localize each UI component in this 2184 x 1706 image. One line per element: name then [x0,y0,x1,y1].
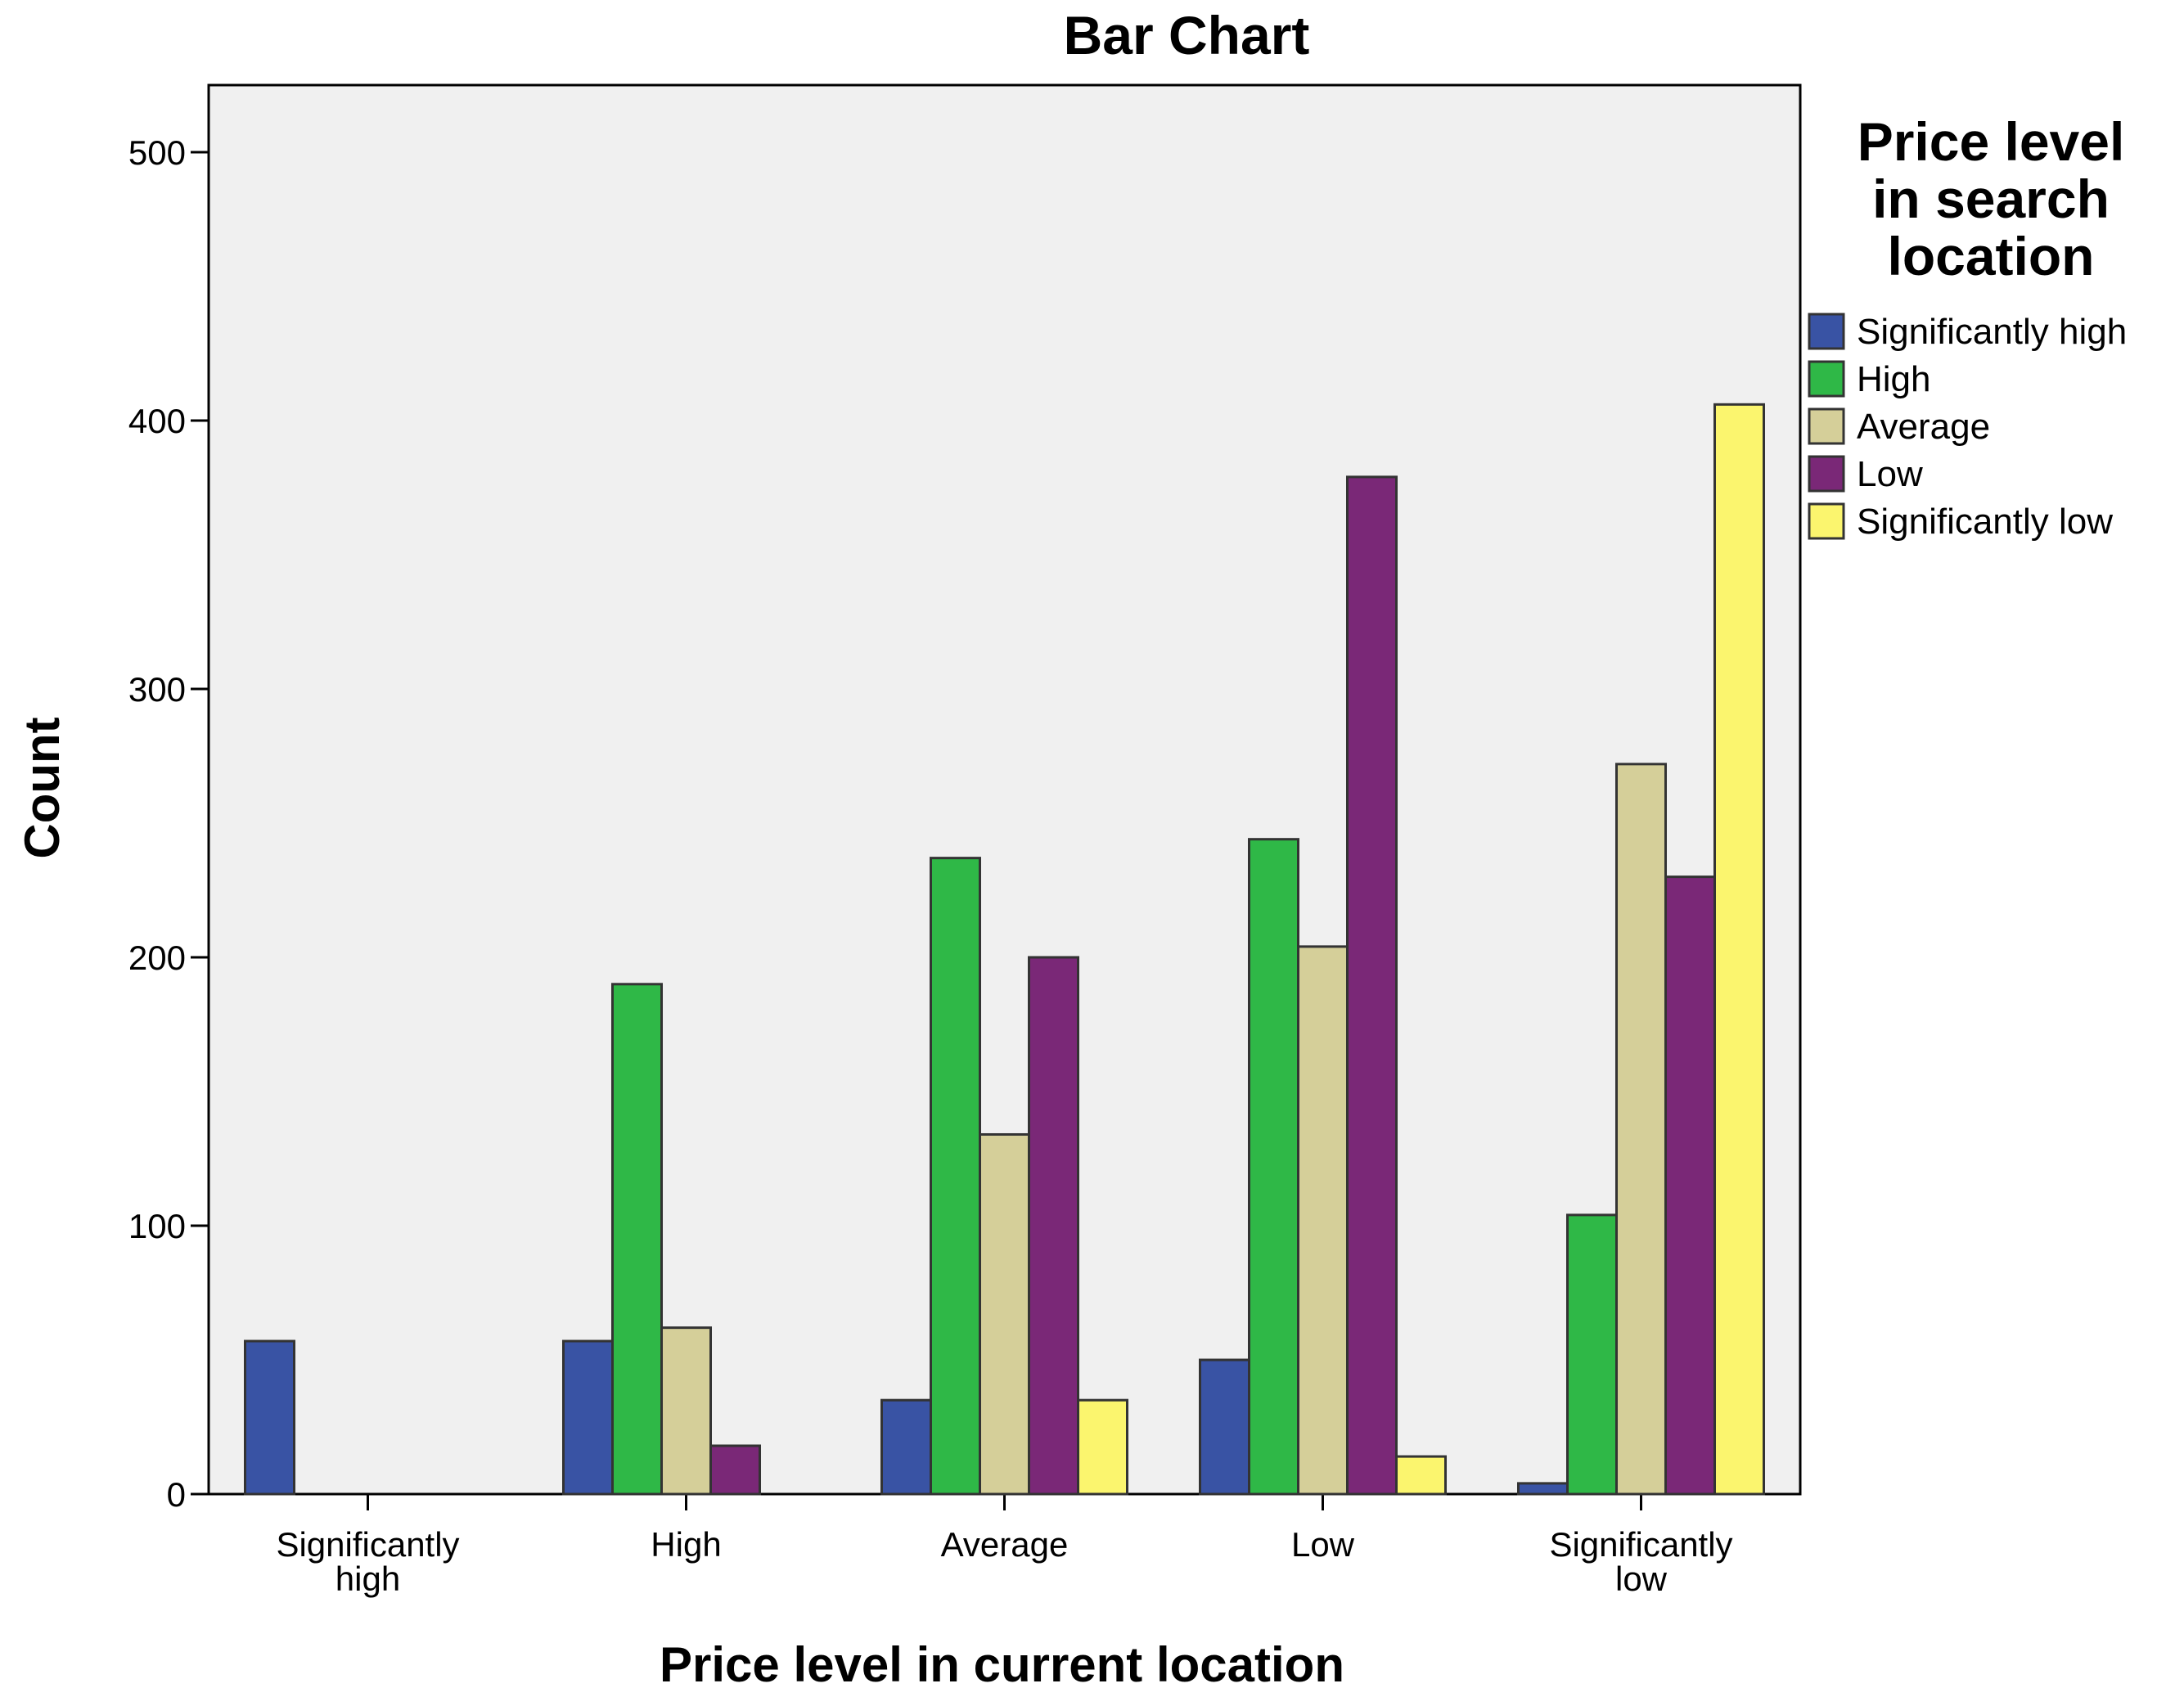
y-tick-label: 400 [128,402,186,440]
bar-high [611,983,663,1496]
x-category-label: Significantly high [276,1525,459,1598]
x-category-label-line: Significantly [276,1525,459,1564]
legend-title-line: in search [1872,169,2110,229]
legend-swatch [1808,455,1845,493]
bar-significantly-low [1077,1398,1128,1496]
bar-significantly-high [880,1398,932,1496]
x-category-label-line: High [651,1525,721,1564]
y-tick-label: 300 [128,670,186,709]
legend-item: High [1808,359,1931,399]
bar-average [979,1132,1030,1496]
legend-label: Average [1857,407,1990,447]
y-axis-title: Count [15,717,70,858]
legend-swatch [1808,360,1845,398]
legend-label: Low [1857,454,1923,494]
legend-items: Significantly high High Average Low Signific… [1808,312,2127,542]
bar-significantly-low [1395,1455,1447,1496]
legend-title: Price level in search location [1858,111,2125,286]
x-category-label: Average [941,1525,1069,1564]
legend-swatch [1808,313,1845,350]
legend-title-line: location [1887,226,2094,286]
x-axis-title: Price level in current location [660,1637,1344,1692]
legend-label: Significantly low [1857,502,2113,542]
x-category-label: Low [1291,1525,1355,1564]
bar-low [1346,475,1398,1496]
legend-item: Average [1808,407,1990,447]
x-category-label-line: high [335,1560,400,1598]
bar-series-group [244,403,1765,1496]
bar-significantly-high [1199,1358,1250,1496]
x-category-label: Significantly low [1549,1525,1732,1598]
x-category-label-line: low [1615,1560,1668,1598]
y-axis: 0 100 200 300 400 500 [128,133,209,1514]
bar-low [709,1444,761,1496]
bar-high [1248,838,1299,1496]
y-tick-label: 0 [167,1475,186,1514]
x-category-label-line: Average [941,1525,1069,1564]
bar-significantly-low [1713,403,1765,1496]
bar-average [1297,945,1349,1496]
legend-item: Low [1808,454,1923,494]
legend-item: Significantly high [1808,312,2127,352]
legend-label: High [1857,359,1931,399]
bar-average [1615,763,1667,1496]
x-category-label-line: Low [1291,1525,1355,1564]
y-tick-label: 100 [128,1207,186,1245]
legend-swatch [1808,407,1845,445]
bar-significantly-high [562,1339,614,1496]
bar-low [1028,956,1079,1496]
legend-label: Significantly high [1857,312,2127,352]
chart-title: Bar Chart [1064,5,1310,65]
bar-low [1664,876,1716,1496]
bar-high [1566,1213,1618,1496]
y-tick-label: 500 [128,133,186,172]
legend-swatch [1808,502,1845,540]
legend-item: Significantly low [1808,502,2113,542]
bar-significantly-high [244,1339,295,1496]
legend: Price level in search location Significant… [1808,111,2127,542]
y-tick-label: 200 [128,939,186,977]
bar-high [930,857,981,1496]
bar-significantly-high [1517,1482,1569,1496]
legend-title-line: Price level [1858,111,2125,172]
x-category-label-line: Significantly [1549,1525,1732,1564]
x-category-label: High [651,1525,721,1564]
bar-average [660,1326,712,1496]
